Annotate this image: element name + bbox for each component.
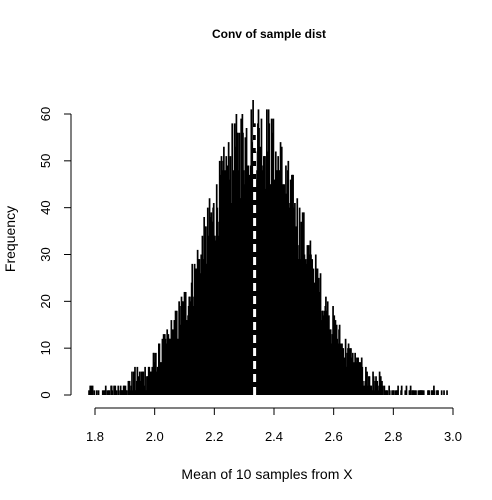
x-tick-label: 2.6 (325, 429, 343, 444)
y-tick-label: 50 (38, 154, 53, 168)
x-tick-label: 2.2 (205, 429, 223, 444)
x-tick-label: 2.8 (384, 429, 402, 444)
y-axis: 0 10 20 30 40 50 60 (38, 107, 72, 399)
x-tick-label: 3.0 (444, 429, 462, 444)
y-tick-label: 40 (38, 200, 53, 214)
x-tick-label: 2.0 (146, 429, 164, 444)
y-tick-label: 20 (38, 294, 53, 308)
x-tick-label: 1.8 (86, 429, 104, 444)
histogram-bars (88, 99, 448, 395)
x-axis-label: Mean of 10 samples from X (181, 466, 353, 482)
y-tick-label: 0 (38, 391, 53, 398)
y-axis-label: Frequency (2, 206, 18, 272)
x-tick-label: 2.4 (265, 429, 283, 444)
y-tick-label: 30 (38, 247, 53, 261)
x-axis: 1.8 2.0 2.2 2.4 2.6 2.8 3.0 (86, 407, 462, 444)
y-tick-label: 10 (38, 341, 53, 355)
y-tick-label: 60 (38, 107, 53, 121)
chart-title: Conv of sample dist (212, 27, 326, 41)
